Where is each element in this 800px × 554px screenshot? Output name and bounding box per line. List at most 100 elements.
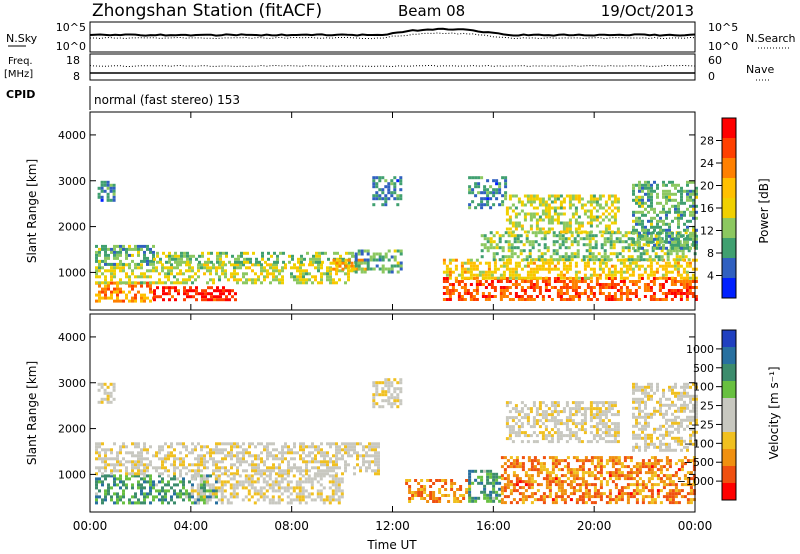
heatmap-cell: [326, 272, 329, 276]
heatmap-cell: [529, 295, 533, 298]
heatmap-cell: [593, 456, 597, 460]
heatmap-cell: [162, 286, 165, 290]
heatmap-cell: [674, 471, 678, 475]
heatmap-cell: [310, 480, 314, 484]
heatmap-cell: [655, 267, 659, 271]
heatmap-cell: [541, 267, 545, 271]
heatmap-cell: [429, 494, 433, 497]
heatmap-cell: [337, 486, 341, 490]
heatmap-cell: [571, 407, 575, 411]
heatmap-cell: [613, 221, 617, 225]
heatmap-cell: [565, 227, 569, 231]
heatmap-cell: [579, 237, 583, 241]
heatmap-cell: [176, 266, 179, 270]
heatmap-cell: [322, 501, 326, 505]
heatmap-cell: [131, 299, 134, 303]
heatmap-cell: [224, 469, 227, 473]
heatmap-cell: [692, 198, 695, 202]
heatmap-cell: [650, 207, 653, 211]
heatmap-cell: [532, 215, 536, 219]
heatmap-cell: [668, 207, 671, 211]
heatmap-cell: [286, 489, 290, 493]
heatmap-cell: [637, 264, 641, 268]
heatmap-cell: [647, 397, 650, 401]
heatmap-cell: [662, 183, 665, 187]
heatmap-cell: [125, 472, 128, 476]
heatmap-cell: [683, 483, 687, 487]
heatmap-cell: [474, 176, 478, 180]
heatmap-cell: [596, 492, 600, 496]
heatmap-cell: [673, 295, 677, 298]
heatmap-cell: [635, 216, 638, 220]
heatmap-cell: [665, 201, 668, 205]
heatmap-cell: [179, 460, 182, 464]
heatmap-cell: [265, 483, 269, 487]
heatmap-cell: [454, 280, 458, 283]
heatmap-cell: [668, 228, 671, 232]
heatmap-cell: [149, 477, 152, 481]
heatmap-cell: [137, 250, 140, 254]
heatmap-cell: [650, 394, 653, 398]
heatmap-cell: [532, 289, 536, 292]
heatmap-cell: [311, 466, 314, 470]
heatmap-cell: [101, 244, 104, 248]
heatmap-cell: [585, 249, 589, 253]
heatmap-cell: [611, 498, 615, 502]
heatmap-cell: [638, 406, 641, 410]
heatmap-cell: [550, 437, 554, 441]
heatmap-cell: [95, 483, 98, 487]
heatmap-cell: [610, 298, 614, 301]
heatmap-cell: [224, 275, 227, 279]
heatmap-cell: [216, 260, 219, 264]
heatmap-cell: [569, 480, 573, 484]
heatmap-cell: [644, 442, 647, 446]
heatmap-cell: [589, 298, 593, 301]
heatmap-cell: [335, 264, 339, 268]
heatmap-cell: [269, 272, 272, 276]
heatmap-cell: [299, 445, 302, 449]
heatmap-cell: [622, 276, 626, 280]
heatmap-cell: [275, 278, 278, 282]
heatmap-cell: [577, 428, 581, 432]
heatmap-cell: [387, 267, 391, 271]
heatmap-cell: [541, 280, 545, 283]
freq-label: Freq.: [8, 56, 33, 67]
heatmap-cell: [146, 269, 149, 273]
heatmap-cell: [570, 240, 574, 244]
heatmap-cell: [254, 278, 257, 282]
heatmap-cell: [592, 407, 596, 411]
heatmap-cell: [254, 469, 257, 473]
heatmap-cell: [161, 460, 164, 464]
heatmap-cell: [381, 197, 385, 201]
heatmap-cell: [682, 267, 686, 271]
velocity-heatmap: [95, 378, 698, 505]
heatmap-cell: [659, 409, 662, 413]
heatmap-cell: [332, 463, 335, 467]
heatmap-cell: [553, 212, 557, 216]
heatmap-cell: [595, 283, 599, 286]
heatmap-cell: [390, 191, 394, 195]
heatmap-cell: [544, 203, 548, 207]
heatmap-cell: [317, 445, 320, 449]
heatmap-cell: [674, 210, 677, 214]
heatmap-cell: [266, 275, 269, 279]
heatmap-cell: [617, 456, 621, 460]
heatmap-cell: [535, 212, 539, 216]
heatmap-cell: [332, 454, 335, 458]
heatmap-cell: [641, 397, 644, 401]
heatmap-cell: [212, 463, 215, 467]
heatmap-cell: [661, 286, 665, 289]
heatmap-cell: [460, 298, 464, 301]
heatmap-cell: [101, 501, 104, 505]
heatmap-cell: [521, 456, 525, 460]
heatmap-cell: [635, 468, 639, 472]
heatmap-cell: [242, 275, 245, 279]
heatmap-cell: [149, 480, 152, 484]
heatmap-cell: [226, 498, 230, 502]
heatmap-cell: [140, 483, 143, 487]
heatmap-cell: [100, 180, 104, 184]
heatmap-cell: [511, 267, 515, 271]
heatmap-cell: [526, 270, 530, 274]
heatmap-cell: [630, 255, 634, 259]
heatmap-cell: [226, 501, 230, 505]
